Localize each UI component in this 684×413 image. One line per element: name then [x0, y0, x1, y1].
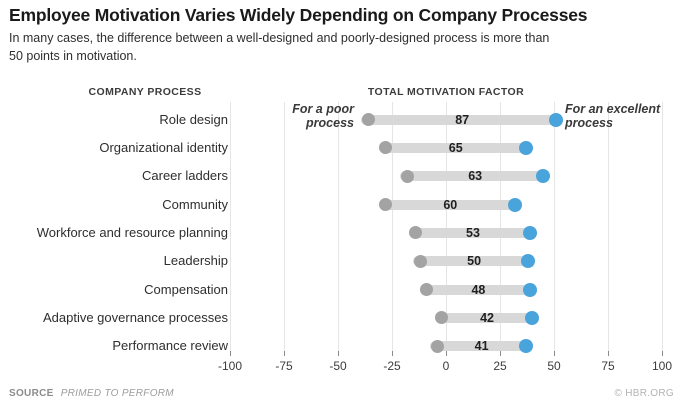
row-label: Organizational identity: [99, 139, 228, 155]
x-gridline: [607, 102, 609, 351]
x-gridline: [661, 102, 663, 351]
poor-process-dot: [379, 141, 393, 155]
dumbbell-bar: [434, 312, 540, 323]
poor-process-dot: [409, 226, 423, 240]
row-label: Career ladders: [142, 168, 228, 184]
x-axis-tick-label: 25: [493, 359, 507, 373]
bar-value-label: 65: [448, 140, 463, 155]
bar-value-label: 87: [455, 112, 470, 127]
column-header-company-process: COMPANY PROCESS: [88, 86, 202, 98]
excellent-process-dot: [525, 310, 540, 325]
x-gridline: [499, 102, 501, 351]
excellent-process-dot: [518, 339, 533, 354]
excellent-process-dot: [518, 140, 533, 155]
bar-value-label: 53: [466, 225, 480, 240]
dumbbell-bar: [413, 256, 536, 267]
x-axis-tick: [229, 351, 231, 356]
x-gridline: [445, 102, 447, 351]
x-axis-tick: [607, 351, 609, 356]
x-axis-tick-label: 75: [601, 359, 615, 373]
dumbbell-bar: [430, 341, 533, 352]
x-axis-tick-label: 50: [547, 359, 561, 373]
excellent-process-dot: [523, 225, 538, 240]
dumbbell-bar: [361, 114, 564, 125]
source-label: SOURCE: [9, 388, 54, 399]
x-gridline: [553, 102, 555, 351]
poor-process-dot: [435, 311, 449, 325]
excellent-process-dot: [521, 254, 536, 269]
bar-value-label: 63: [468, 169, 483, 184]
dumbbell-bar: [400, 171, 551, 182]
x-gridline: [283, 102, 285, 351]
source-value: PRIMED TO PERFORM: [60, 388, 174, 399]
source-note: SOURCE PRIMED TO PERFORM: [9, 388, 174, 399]
x-axis-tick: [661, 351, 663, 356]
x-axis-tick-label: -50: [329, 359, 347, 373]
chart-title: Employee Motivation Varies Widely Depend…: [9, 5, 588, 25]
row-label: Performance review: [112, 338, 228, 354]
bar-value-label: 60: [443, 197, 458, 212]
x-gridline: [229, 102, 231, 351]
x-axis-tick: [337, 351, 339, 356]
bar-value-label: 42: [480, 310, 494, 325]
x-axis-tick-label: -100: [217, 359, 243, 373]
annotation-poor-process: For a poor process: [292, 102, 354, 130]
chart-subtitle: In many cases, the difference between a …: [9, 31, 550, 64]
dumbbell-bar: [378, 142, 533, 153]
x-axis-tick-label: 100: [651, 359, 673, 373]
x-axis-tick: [445, 351, 447, 356]
x-axis-tick: [391, 351, 393, 356]
poor-process-dot: [430, 339, 444, 353]
poor-process-dot: [361, 113, 375, 126]
bar-value-label: 48: [471, 282, 486, 297]
row-label: Adaptive governance processes: [42, 309, 228, 325]
annotation-excellent-process: For an excellent process: [565, 102, 661, 130]
excellent-process-dot: [508, 197, 523, 212]
dumbbell-bar: [419, 284, 538, 295]
credit-hbr: © HBR.ORG: [614, 388, 674, 399]
row-label: Leadership: [163, 253, 228, 269]
excellent-process-dot: [523, 282, 538, 297]
row-label: Compensation: [144, 281, 228, 297]
row-label: Workforce and resource planning: [36, 224, 228, 240]
row-label: Role design: [159, 111, 228, 127]
x-gridline: [391, 102, 393, 351]
bar-value-label: 50: [467, 254, 482, 269]
poor-process-dot: [400, 169, 414, 183]
poor-process-dot: [420, 283, 434, 297]
poor-process-dot: [379, 198, 393, 212]
bar-value-label: 41: [474, 339, 489, 354]
excellent-process-dot: [536, 169, 551, 184]
x-axis-tick: [553, 351, 555, 356]
x-gridline: [337, 102, 339, 351]
dumbbell-bar: [378, 199, 523, 210]
x-axis-tick-label: 0: [442, 359, 450, 373]
x-axis-tick-label: -25: [383, 359, 401, 373]
row-label: Community: [162, 196, 228, 212]
excellent-process-dot: [549, 112, 564, 127]
x-axis-tick-label: -75: [275, 359, 293, 373]
column-header-total-motivation-factor: TOTAL MOTIVATION FACTOR: [367, 86, 525, 98]
poor-process-dot: [413, 254, 427, 268]
dumbbell-bar: [408, 227, 538, 238]
x-axis-tick: [499, 351, 501, 356]
x-axis-tick: [283, 351, 285, 356]
